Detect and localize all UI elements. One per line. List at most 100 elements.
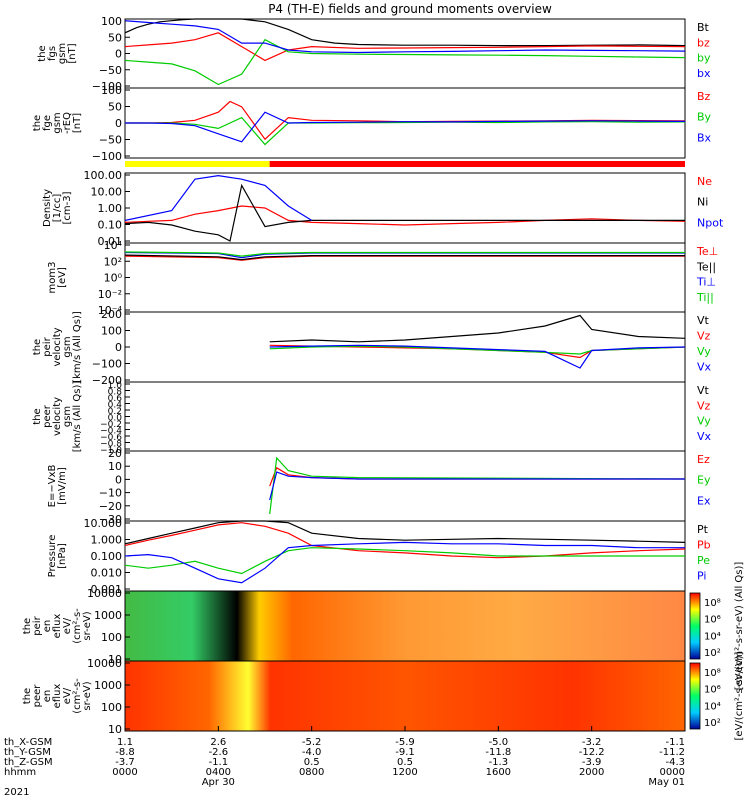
y-tick-label: 0.8 <box>108 388 123 398</box>
colorbar-tick-label: 10⁸ <box>704 668 721 679</box>
y-tick-label: 10⁴ <box>104 239 123 252</box>
series-line-ex <box>269 471 685 501</box>
legend-entry: by <box>697 52 711 65</box>
series-line-bt <box>124 18 686 47</box>
y-tick-label: 1000 <box>94 679 122 692</box>
colorbar: 10⁸ 10⁶ 10⁴ 10² [eV/(cm²-s-sr-eV)] <box>689 651 745 740</box>
legend-entry: Vx <box>697 361 712 374</box>
date-label: May 01 <box>648 777 685 788</box>
panel-pressure: 10.000 1.000 0.100 0.010 0.001 Pressure [nPa] P… <box>47 517 711 596</box>
y-axis-label: sr-eV) <box>82 681 93 710</box>
y-tick-label: 10.00 <box>91 186 123 199</box>
y-tick-label: 100 <box>101 84 122 97</box>
x-row-value: -3.2 <box>582 737 602 748</box>
panel-frame <box>124 381 686 452</box>
y-tick-label: −50 <box>99 134 122 147</box>
y-axis-label: [nT] <box>67 43 78 63</box>
series-line-npot <box>124 174 313 221</box>
colorbar-label: [eV/(cm²-s-sr-eV)] <box>734 651 745 740</box>
year-label: 2021 <box>4 787 29 798</box>
y-tick-label: −0.6 <box>100 433 122 443</box>
panel-frame <box>124 450 686 522</box>
legend-entry: Pe <box>697 554 710 567</box>
y-tick-label: 1000 <box>94 609 122 622</box>
y-tick-label: −100 <box>92 150 122 163</box>
x-row-value: 2000 <box>579 767 604 778</box>
series-line-ni <box>124 183 685 242</box>
legend-entry: Te|| <box>696 260 716 273</box>
y-tick-label: 10 <box>108 653 122 666</box>
y-tick-label: 100.00 <box>84 169 123 182</box>
legend-entry: bx <box>697 67 711 80</box>
legend-entry: By <box>697 111 712 124</box>
panel-fge: 100 50 0 −50 −100 the fge gsm -rEQ [nT] Bz By Bx <box>32 84 712 163</box>
series-line-bx <box>124 20 686 54</box>
y-tick-label: 50 <box>108 31 122 44</box>
y-tick-label: 0.10 <box>98 219 123 232</box>
y-tick-label: 10² <box>104 255 122 268</box>
legend-entry: Vz <box>697 330 711 343</box>
y-tick-label: −20 <box>99 500 122 513</box>
colorbar-tick-label: 10⁶ <box>704 615 721 626</box>
y-tick-label: 1.00 <box>98 202 123 215</box>
series-line-pi <box>124 541 685 584</box>
series-line-bx <box>125 111 686 143</box>
y-tick-label: 100 <box>101 325 122 338</box>
y-axis-label: velocity <box>52 327 63 366</box>
y-tick-label: 20 <box>108 447 122 460</box>
x-row-value: -3.7 <box>115 757 135 768</box>
y-tick-label: −200 <box>92 374 122 387</box>
y-axis-label: sr-eV) <box>82 611 93 640</box>
y-tick-label: 10⁰ <box>104 272 123 285</box>
x-row-label: th_X-GSM <box>4 737 52 748</box>
x-row-value: -1.1 <box>665 737 685 748</box>
x-row-value: -12.2 <box>579 747 605 758</box>
y-tick-label: 0.001 <box>91 583 123 596</box>
y-axis-label: fgs <box>47 46 58 61</box>
colorbar-tick-label: 10⁴ <box>704 631 721 642</box>
x-axis-labels: th_X-GSM 1.1 2.6 -5.2 -5.9 -5.0 -3.2 -1.1 th_Y-G… <box>4 726 686 798</box>
x-row-value: -11.8 <box>485 747 511 758</box>
y-axis-label: Pressure <box>47 535 58 578</box>
colorbar-tick-label: 10⁸ <box>704 598 721 609</box>
legend-entry: Vt <box>697 314 710 327</box>
y-axis-label: fge <box>42 115 53 131</box>
panel-temperature: 10⁴ 10² 10⁰ 10⁻² 10⁻⁴ mom3 [eV] Te⊥ Te|| Ti⊥ Ti|| <box>47 239 718 317</box>
legend-entry: Pi <box>697 570 706 583</box>
y-tick-label: 0 <box>115 117 122 130</box>
colorbar-tick-label: 10² <box>704 718 721 729</box>
legend-entry: Vx <box>697 430 712 443</box>
legend-entry: Pb <box>697 539 711 552</box>
legend-entry: Ey <box>697 474 711 487</box>
y-axis-label: gsm <box>52 112 63 133</box>
colorbar-label: [eV/(cm²-s-sr-eV) (All Qs)] <box>734 562 745 691</box>
y-tick-label: 0 <box>115 473 122 486</box>
legend-entry: Vt <box>697 384 710 397</box>
y-axis-label: (cm²-s- <box>72 608 83 644</box>
y-axis-label: [nT] <box>72 113 83 133</box>
legend-entry: Ni <box>697 196 708 209</box>
y-tick-label: 50 <box>108 101 122 114</box>
series-line-ti <box>124 251 685 257</box>
y-tick-label: −0.2 <box>100 420 122 430</box>
date-label: Apr 30 <box>202 777 235 788</box>
legend-entry: Ti|| <box>696 291 714 304</box>
y-axis-label: [mV/m] <box>57 467 68 505</box>
y-axis-label: eflux <box>52 684 63 709</box>
x-row-value: -4.3 <box>665 757 685 768</box>
y-axis-label: gsm <box>62 336 73 357</box>
x-row-value: -9.1 <box>395 747 415 758</box>
y-axis-label: the <box>22 618 33 634</box>
y-axis-label: (cm²-s- <box>72 678 83 714</box>
y-tick-label: 10⁻² <box>98 288 122 301</box>
y-axis-label: eV/ <box>62 687 73 704</box>
y-axis-label: the <box>22 688 33 704</box>
x-row-value: 0.5 <box>397 757 413 768</box>
y-axis-label: mom3 <box>47 262 58 294</box>
x-row-value: -8.8 <box>115 747 135 758</box>
x-row-value: -5.9 <box>395 737 415 748</box>
x-row-value: 0.5 <box>304 757 320 768</box>
